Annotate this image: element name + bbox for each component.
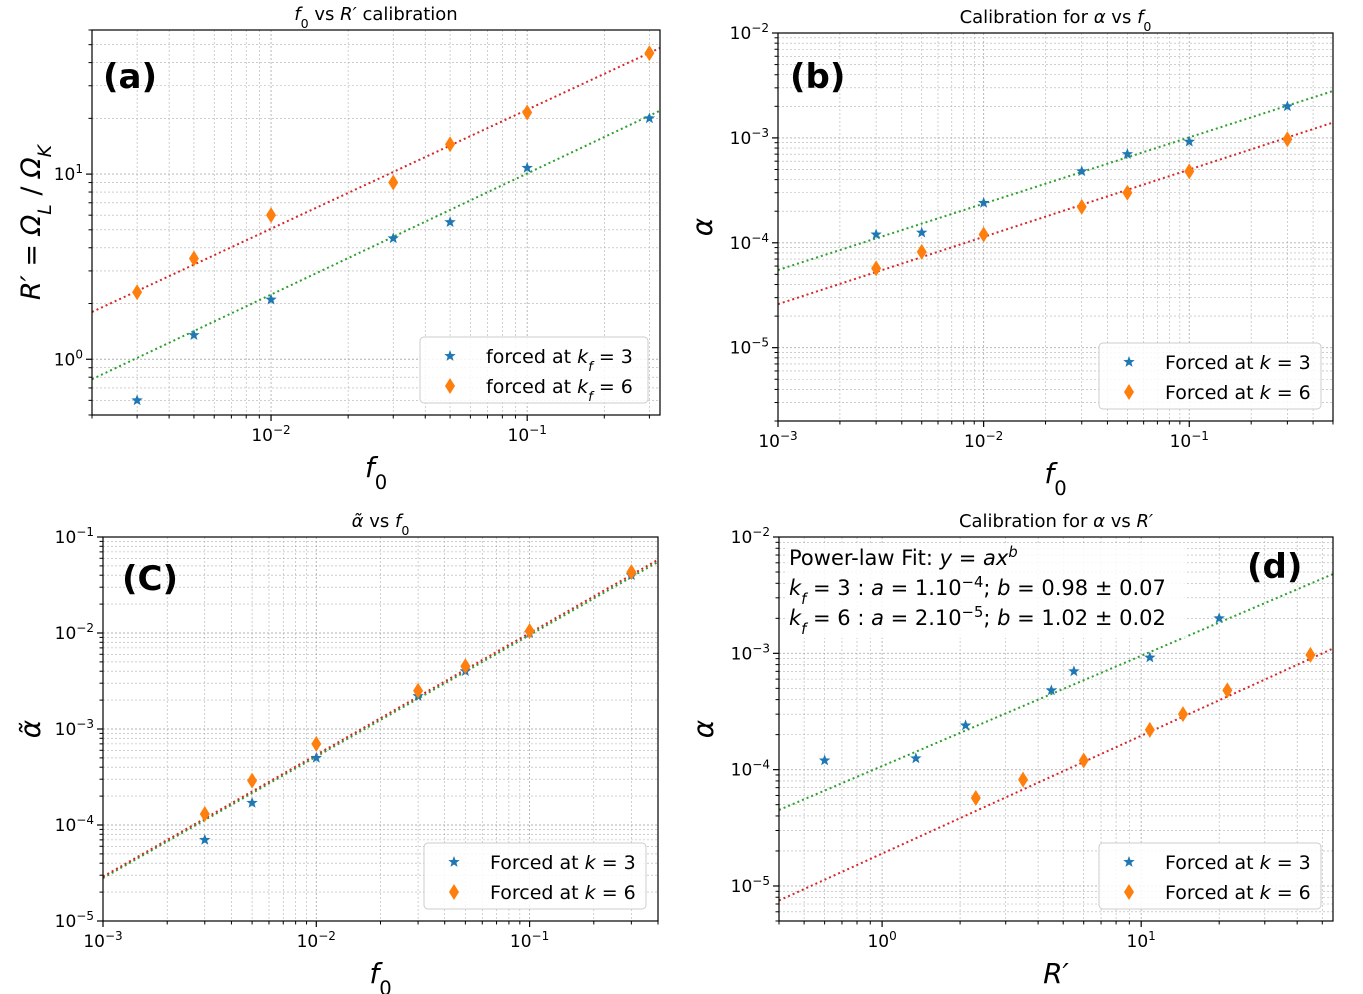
data-point (1305, 647, 1315, 663)
data-point (266, 207, 276, 223)
x-tick-label: 10−1 (508, 423, 547, 446)
data-point (871, 260, 881, 276)
data-point (979, 226, 989, 242)
data-point (1144, 652, 1155, 663)
y-tick-label: 10−4 (731, 758, 770, 781)
legend-entry: Forced at k = 3 (1165, 352, 1311, 374)
y-tick-label: 101 (54, 162, 83, 185)
x-tick-label: 100 (867, 929, 896, 952)
y-tick-label: 10−2 (731, 525, 770, 548)
y-tick-label: 10−4 (730, 231, 769, 254)
x-tick-label: 10−2 (964, 429, 1003, 452)
chart-title: f0 vs R′ calibration (294, 4, 457, 31)
x-tick-label: 10−2 (297, 929, 336, 952)
legend-entry: Forced at k = 3 (490, 852, 636, 874)
panel-1: 10−2 10−1 100 101 f0 vs R′ calibration f0 R′ =… (16, 4, 660, 494)
series-k6 (971, 647, 1316, 806)
data-point (200, 806, 210, 822)
data-point (444, 216, 455, 227)
data-point (916, 227, 927, 238)
data-point (910, 752, 921, 763)
data-point (1184, 136, 1195, 147)
x-axis-label: R′ (1043, 957, 1069, 990)
legend-entry: Forced at k = 6 (1165, 382, 1311, 404)
y-tick-label: 10−2 (55, 621, 94, 644)
y-tick-label: 10−4 (55, 813, 94, 836)
data-point (199, 834, 210, 845)
chart-title: Calibration for α vs R′ (959, 511, 1153, 532)
data-point (1068, 665, 1079, 676)
fit-line-2 (778, 123, 1333, 305)
data-point (388, 175, 398, 191)
y-axis-label: α (686, 217, 719, 236)
x-tick-label: 10−2 (251, 423, 290, 446)
data-point (1145, 722, 1155, 738)
x-tick-label: 10−3 (83, 929, 122, 952)
panel-label: (d) (1247, 547, 1302, 587)
data-point (819, 754, 830, 765)
x-axis-label: f0 (369, 957, 391, 994)
panel-label: (C) (122, 559, 178, 599)
data-point (522, 105, 532, 121)
data-point (1178, 706, 1188, 722)
data-point (626, 564, 636, 580)
data-point (1018, 772, 1028, 788)
panel-label: (b) (790, 57, 845, 97)
legend: forced at kf = 3forced at kf = 6 (420, 337, 648, 405)
x-tick-label: 101 (1127, 929, 1156, 952)
panel-3: 10−3 10−2 10−1 10−5 10−4 10−3 10−2 10−1 α̃ vs f0… (14, 511, 658, 994)
y-tick-label: 10−1 (55, 525, 94, 548)
x-axis-label: f0 (365, 451, 387, 494)
x-tick-label: 10−3 (758, 429, 797, 452)
data-point (960, 719, 971, 730)
y-axis-label: α̃ (14, 719, 47, 738)
panel-label: (a) (103, 57, 157, 97)
y-tick-label: 10−3 (731, 641, 770, 664)
chart-title: α̃ vs f0 (352, 511, 410, 538)
y-tick-label: 10−3 (730, 126, 769, 149)
data-point (525, 623, 535, 639)
legend: Forced at k = 3 Forced at k = 6 (1099, 843, 1321, 909)
data-point (460, 658, 470, 674)
y-axis-label: α (687, 719, 720, 738)
data-point (1282, 131, 1292, 147)
data-point (388, 232, 399, 243)
fit-annotation: Power-law Fit: y = axb kf = 3 : a = 1.10−… (785, 543, 1187, 638)
y-tick-label: 10−5 (731, 874, 770, 897)
y-tick-label: 10−3 (55, 717, 94, 740)
data-point (1122, 185, 1132, 201)
data-point (1077, 199, 1087, 215)
legend-entry: Forced at k = 6 (490, 882, 636, 904)
x-tick-label: 10−1 (510, 929, 549, 952)
y-axis-label: R′ = ΩL / ΩK (16, 143, 56, 300)
y-tick-label: 100 (54, 347, 83, 370)
legend-entry: Forced at k = 3 (1165, 852, 1311, 874)
data-point (189, 251, 199, 267)
legend: Forced at k = 3 Forced at k = 6 (424, 843, 646, 909)
data-point (445, 136, 455, 152)
chart-title: Calibration for α vs f0 (960, 7, 1152, 34)
legend: Forced at k = 3 Forced at k = 6 (1099, 343, 1321, 409)
data-point (132, 284, 142, 300)
x-axis-label: f0 (1044, 457, 1066, 500)
data-point (247, 773, 257, 789)
y-tick-label: 10−5 (55, 909, 94, 932)
fit-line-2 (92, 48, 660, 312)
panel-4: 100 101 10−5 10−4 10−3 10−2 Calibration for α … (687, 511, 1333, 990)
x-tick-label: 10−1 (1170, 429, 1209, 452)
panel-2: 10−3 10−2 10−1 10−5 10−4 10−3 10−2 Calibration … (686, 7, 1333, 500)
y-tick-label: 10−5 (730, 336, 769, 359)
data-point (971, 790, 981, 806)
legend-entry: Forced at k = 6 (1165, 882, 1311, 904)
data-point (1184, 163, 1194, 179)
annotation-line: Power-law Fit: y = axb (789, 544, 1018, 571)
data-point (1079, 752, 1089, 768)
data-point (644, 45, 654, 61)
data-point (917, 244, 927, 260)
y-tick-label: 10−2 (730, 21, 769, 44)
